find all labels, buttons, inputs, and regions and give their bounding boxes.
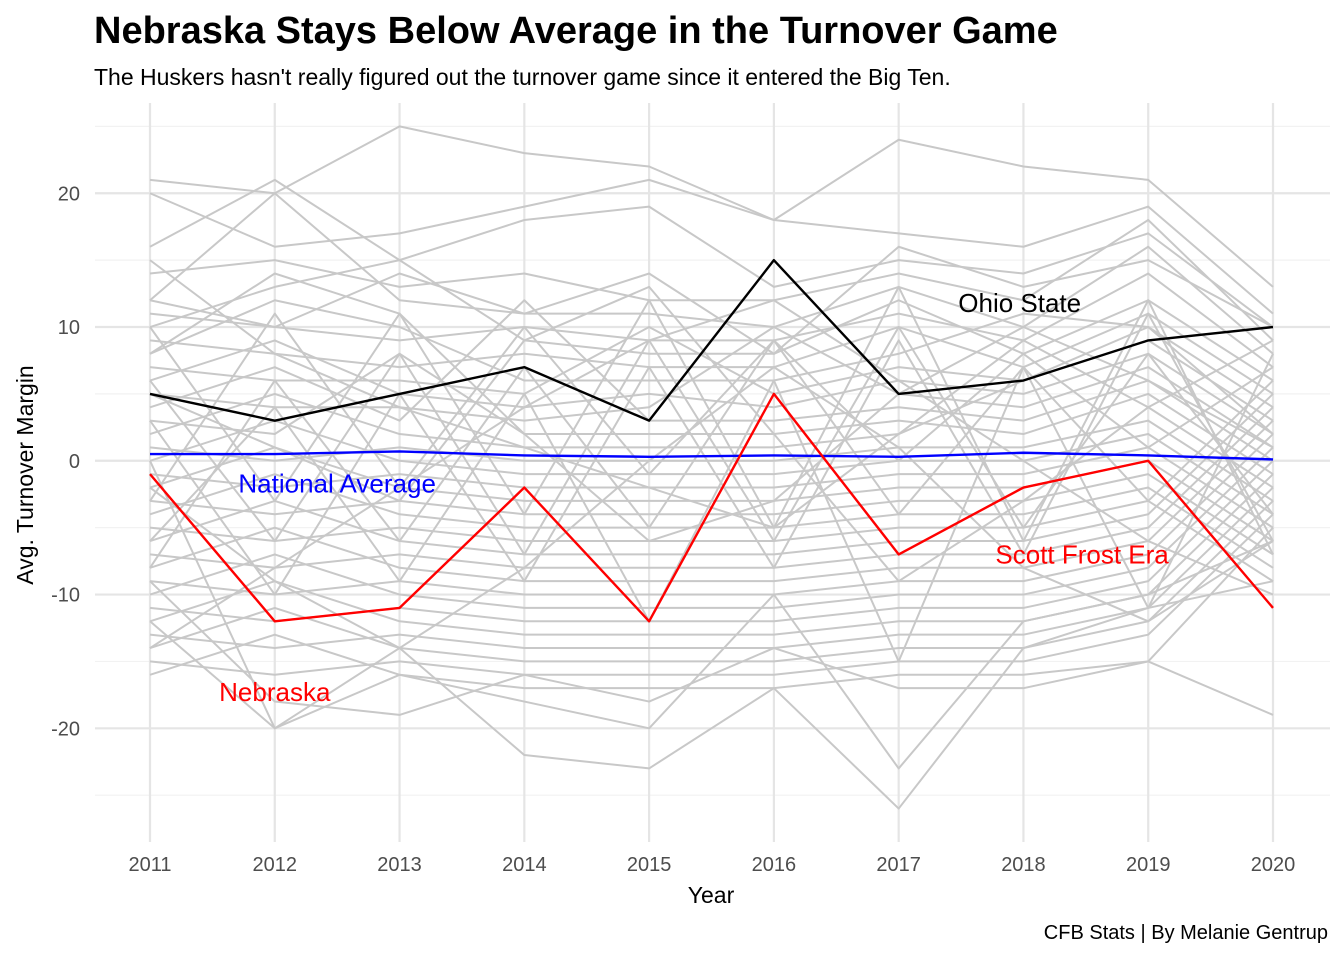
chart-subtitle: The Huskers hasn't really figured out th…	[94, 64, 951, 90]
annotation-ohio-state: Ohio State	[958, 288, 1081, 318]
y-tick-label: -10	[51, 585, 80, 607]
background-series-line	[149, 486, 1274, 650]
y-axis-label: Avg. Turnover Margin	[12, 365, 38, 584]
background-series-line	[149, 192, 1274, 355]
y-tick-label: 10	[58, 317, 80, 339]
background-series-line	[149, 272, 1274, 543]
x-tick-label: 2016	[752, 854, 797, 876]
annotations: Ohio State National Average Scott Frost Er…	[219, 288, 1169, 707]
national-average-line	[150, 450, 1274, 461]
background-series-line	[149, 326, 1274, 556]
background-series-line	[149, 526, 1274, 690]
annotation-national-average: National Average	[238, 469, 436, 499]
x-tick-label: 2019	[1126, 854, 1171, 876]
background-series-line	[149, 339, 1274, 489]
y-tick-label: 20	[58, 183, 80, 205]
y-tick-label: 0	[69, 451, 80, 473]
annotation-scott-frost-era: Scott Frost Era	[995, 539, 1169, 569]
background-series-line	[149, 125, 1274, 288]
background-series-line	[149, 312, 1274, 502]
y-tick-label: -20	[51, 718, 80, 740]
x-tick-label: 2014	[502, 854, 547, 876]
background-series-line	[149, 580, 1274, 810]
background-series-line	[149, 299, 1274, 409]
x-tick-label: 2017	[876, 854, 921, 876]
background-series-line	[149, 460, 1274, 770]
background-team-lines	[149, 125, 1274, 810]
background-series-line	[149, 446, 1274, 529]
background-series-line	[149, 353, 1274, 663]
x-tick-label: 2015	[627, 854, 672, 876]
background-series-line	[149, 259, 1274, 382]
background-series-line	[149, 446, 1274, 609]
nebraska-line	[149, 392, 1274, 623]
background-series-line	[149, 299, 1274, 649]
x-tick-label: 2018	[1001, 854, 1046, 876]
y-axis-tick-labels: -20 -10 0 10 20	[51, 183, 80, 740]
x-tick-label: 2011	[128, 854, 171, 876]
background-series-line	[149, 393, 1274, 556]
background-series-line	[149, 178, 1274, 328]
background-series-line	[149, 499, 1274, 583]
highlight-lines	[149, 258, 1274, 623]
background-series-line	[149, 406, 1274, 569]
chart-caption: CFB Stats | By Melanie Gentrup	[1043, 922, 1328, 944]
background-series-line	[149, 419, 1274, 583]
x-tick-label: 2020	[1251, 854, 1296, 876]
ohio-state-line	[149, 258, 1274, 422]
background-series-line	[149, 178, 1274, 315]
background-series-line	[149, 419, 1274, 516]
x-tick-label: 2012	[253, 854, 298, 876]
x-axis-tick-labels: 2011 2012 2013 2014 2015 2016 2017 2018 2019 2020	[128, 854, 1295, 876]
x-axis-label: Year	[688, 882, 735, 908]
background-series-line	[149, 580, 1274, 716]
background-series-line	[149, 245, 1274, 355]
x-tick-label: 2013	[377, 854, 422, 876]
annotation-nebraska: Nebraska	[219, 677, 331, 707]
background-series-line	[149, 433, 1274, 596]
chart-title: Nebraska Stays Below Average in the Turn…	[94, 10, 1058, 52]
